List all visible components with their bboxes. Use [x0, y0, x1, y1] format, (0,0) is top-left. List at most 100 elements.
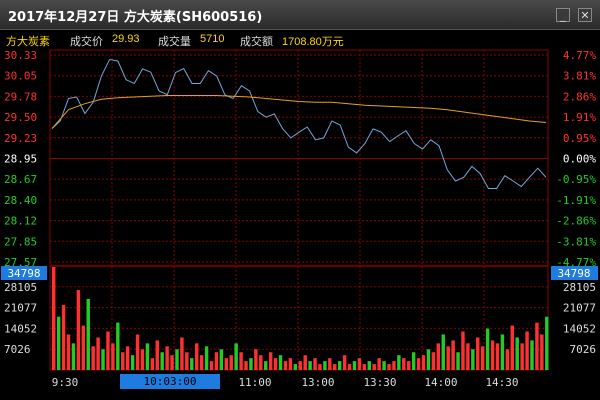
volume-bar — [298, 361, 302, 370]
volume-value: 5710 — [200, 33, 225, 45]
volume-bar — [155, 340, 159, 370]
volume-bar — [234, 343, 238, 370]
volume-bar — [185, 352, 189, 370]
percent-tick-label: -3.81% — [556, 235, 596, 248]
volume-bar — [535, 322, 539, 370]
volume-highlight-right: 34798 — [557, 267, 590, 280]
price-tick-label: 28.67 — [4, 173, 37, 186]
price-tick-label: 30.05 — [4, 70, 37, 83]
price-tick-label: 27.85 — [4, 235, 37, 248]
price-tick-label: 28.12 — [4, 215, 37, 228]
volume-bar — [209, 361, 214, 370]
volume-bar — [446, 346, 450, 370]
volume-bar — [367, 361, 371, 370]
volume-bar — [426, 349, 431, 370]
time-tick-label: 11:00 — [238, 376, 271, 389]
percent-tick-label: -0.95% — [556, 173, 596, 186]
volume-bar — [264, 361, 268, 370]
window-titlebar: 2017年12月27日 方大炭素(SH600516) _ ✕ — [0, 0, 600, 30]
volume-bar — [81, 325, 86, 370]
percent-tick-label: 1.91% — [563, 111, 596, 124]
volume-bar — [451, 340, 455, 370]
minimize-icon[interactable]: _ — [556, 8, 570, 22]
volume-bar — [52, 266, 56, 370]
volume-bar — [121, 352, 125, 370]
close-icon[interactable]: ✕ — [578, 8, 592, 22]
volume-bar — [106, 331, 110, 370]
info-bar: 方大炭素 成交价 29.93 成交量 5710 成交额 1708.80万元 — [0, 30, 600, 48]
volume-bar — [480, 346, 485, 370]
volume-bar — [96, 337, 100, 370]
volume-bar — [313, 358, 317, 370]
volume-bar — [520, 343, 524, 370]
chart-grid — [49, 49, 549, 371]
volume-bar — [308, 361, 312, 370]
volume-bar — [283, 361, 288, 370]
percent-tick-label: 4.77% — [563, 49, 596, 62]
volume-bar — [456, 352, 460, 370]
price-tick-label: 29.50 — [4, 111, 37, 124]
volume-bar — [66, 334, 71, 370]
volume-bar — [71, 343, 76, 370]
volume-label: 成交量 — [158, 36, 191, 48]
volume-highlight-box-left — [1, 266, 47, 280]
volume-bar — [357, 358, 362, 370]
price-line — [51, 58, 547, 189]
time-tick-label: 13:30 — [363, 376, 396, 389]
chart-frame — [49, 49, 549, 371]
price-tick-label: 29.23 — [4, 132, 37, 145]
average-price-line — [51, 95, 547, 129]
volume-bar — [476, 337, 480, 370]
volume-bar — [116, 322, 120, 370]
volume-bars — [52, 266, 549, 370]
volume-bar — [229, 355, 233, 370]
window-title: 2017年12月27日 方大炭素(SH600516) — [8, 10, 263, 25]
percent-tick-label: -2.86% — [556, 215, 596, 228]
volume-bar — [56, 316, 61, 370]
volume-bar — [204, 346, 209, 370]
volume-bar — [268, 352, 273, 370]
volume-bar — [392, 361, 396, 370]
price-value: 29.93 — [112, 33, 140, 45]
volume-highlight-box-right — [551, 266, 598, 280]
volume-bar — [337, 361, 342, 370]
volume-bar — [407, 361, 411, 370]
volume-bar — [273, 358, 278, 370]
percent-tick-label: 0.95% — [563, 132, 596, 145]
volume-bar — [145, 343, 150, 370]
time-tick-label: 14:30 — [485, 376, 518, 389]
volume-bar — [485, 328, 490, 370]
price-tick-label: 30.33 — [4, 49, 37, 62]
percent-tick-label: -1.91% — [556, 194, 596, 207]
volume-bar — [436, 343, 441, 370]
selected-time-marker[interactable]: 10:03:00 — [120, 374, 220, 389]
volume-bar — [140, 349, 145, 370]
volume-bar — [402, 358, 406, 370]
volume-bar — [288, 358, 293, 370]
amount-label: 成交额 — [240, 36, 273, 48]
volume-bar — [160, 352, 164, 370]
price-tick-label: 29.78 — [4, 90, 37, 103]
price-tick-label: 28.95 — [4, 153, 37, 166]
price-lines — [51, 58, 547, 189]
volume-bar — [91, 346, 95, 370]
volume-bar — [170, 355, 174, 370]
axis-labels: 30.33 4.77% 30.05 3.81% 29.78 2.86% 29.50 1.91%… — [1, 49, 598, 389]
volume-bar — [303, 355, 307, 370]
volume-tick-label: 14052 — [4, 322, 37, 335]
volume-bar — [466, 343, 470, 370]
volume-bar — [461, 331, 465, 370]
volume-bar — [510, 325, 514, 370]
volume-bar — [224, 358, 229, 370]
volume-tick-label: 28105 — [4, 281, 37, 294]
volume-bar — [175, 349, 179, 370]
volume-bar — [249, 358, 253, 370]
time-tick-label: 9:30 — [52, 376, 79, 389]
volume-bar — [382, 361, 386, 370]
volume-bar — [125, 346, 130, 370]
volume-bar — [515, 337, 519, 370]
volume-tick-label: 7026 — [4, 343, 31, 356]
volume-bar — [135, 334, 140, 370]
price-tick-label: 27.57 — [4, 256, 37, 269]
